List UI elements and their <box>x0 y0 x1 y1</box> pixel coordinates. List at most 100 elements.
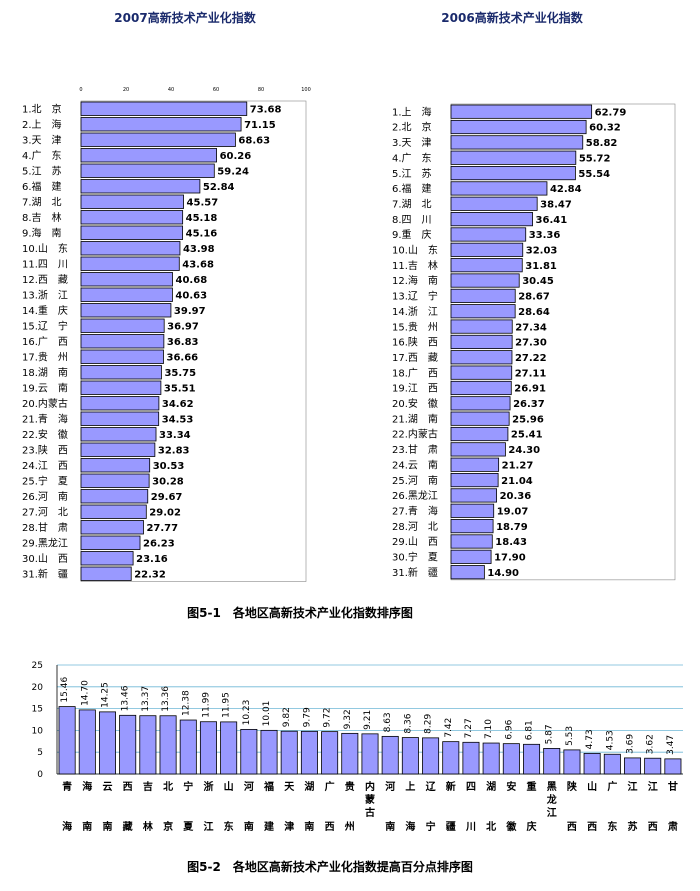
value-label: 59.24 <box>217 167 249 178</box>
value-label: 6.81 <box>525 720 535 740</box>
bar <box>450 565 485 580</box>
bar <box>450 472 499 488</box>
chart-2006-index: 2006高新技术产业化指数 62.79 1.上 海 60.32 2.北 京 58.82 3… <box>392 10 676 581</box>
value-label: 58.82 <box>586 138 618 149</box>
category-label: 26.河 南 <box>22 490 68 503</box>
bar <box>80 163 215 178</box>
category-label: 徽 <box>505 820 517 833</box>
bar <box>80 287 173 302</box>
value-label: 7.27 <box>464 718 474 738</box>
value-label: 68.63 <box>238 136 270 147</box>
value-label: 27.77 <box>146 523 178 534</box>
category-label: 广 <box>607 780 617 793</box>
category-label: 宁 <box>426 820 436 833</box>
category-label: 20.安 徽 <box>392 397 438 410</box>
bar <box>179 719 197 775</box>
chart-title-2007: 2007高新技术产业化指数 <box>114 10 256 25</box>
category-label: 川 <box>465 821 476 833</box>
bar <box>450 104 593 119</box>
value-label: 45.16 <box>186 229 218 240</box>
bar <box>450 181 548 196</box>
category-label: 5.江 苏 <box>392 167 432 180</box>
bar <box>159 715 177 775</box>
value-label: 27.11 <box>515 368 547 379</box>
category-label: 西 <box>325 821 335 833</box>
category-label: 31.新 疆 <box>392 566 438 579</box>
x-tick-label: 0 <box>79 87 82 93</box>
category-label: 17.贵 州 <box>22 351 68 364</box>
value-label: 5.53 <box>565 726 575 746</box>
bar <box>80 535 141 550</box>
category-label: 江 <box>648 780 658 793</box>
bar <box>80 194 184 209</box>
value-label: 14.90 <box>487 568 519 579</box>
category-label: 内 <box>365 780 375 793</box>
category-label: 19.云 南 <box>22 382 68 395</box>
bar <box>80 272 173 287</box>
bar <box>321 731 339 775</box>
bar <box>583 752 601 775</box>
category-label: 28.河 北 <box>392 521 438 533</box>
category-label: 西 <box>567 821 577 833</box>
category-label: 上 <box>405 780 415 793</box>
bar <box>80 117 242 132</box>
bar <box>624 757 642 775</box>
chart-title-2006: 2006高新技术产业化指数 <box>441 10 583 25</box>
category-label: 湖 <box>486 780 496 793</box>
bar <box>80 210 184 225</box>
bar <box>543 748 561 775</box>
x-tick-label: 40 <box>168 87 174 93</box>
category-label: 福 <box>263 780 274 793</box>
category-label: 东 <box>607 820 617 833</box>
category-label: 藏 <box>123 820 133 833</box>
category-label: 7.湖 北 <box>22 197 62 209</box>
value-label: 42.84 <box>550 184 582 195</box>
value-label: 9.82 <box>282 707 292 727</box>
category-label: 新 <box>446 780 456 793</box>
category-label: 24.江 西 <box>22 460 68 472</box>
category-label: 11.四 川 <box>22 260 68 271</box>
bar <box>80 566 132 581</box>
value-label: 3.47 <box>666 735 676 755</box>
category-label: 西 <box>648 821 658 833</box>
category-label: 27.青 海 <box>392 504 438 517</box>
category-label: 蒙 <box>365 793 375 806</box>
category-label: 京 <box>163 820 173 833</box>
bar <box>300 730 318 775</box>
value-label: 7.42 <box>444 718 454 738</box>
bar <box>58 706 76 775</box>
category-label: 20.内蒙古 <box>22 397 68 410</box>
bar <box>80 473 150 488</box>
category-label: 22.安 徽 <box>22 428 68 441</box>
value-label: 3.69 <box>626 734 636 754</box>
category-label: 宁 <box>183 780 193 793</box>
value-label: 45.57 <box>187 198 219 209</box>
value-label: 45.18 <box>186 213 218 224</box>
category-label: 黑 <box>547 781 557 793</box>
bar <box>450 150 577 165</box>
bar <box>450 319 513 334</box>
category-label: 山 <box>587 780 597 793</box>
value-label: 36.66 <box>166 353 198 364</box>
value-label: 25.96 <box>512 414 544 425</box>
category-label: 苏 <box>628 820 638 833</box>
category-label: 28.甘 肃 <box>22 521 68 534</box>
bar <box>280 730 298 775</box>
category-label: 30.宁 夏 <box>392 551 438 564</box>
category-label: 四 <box>466 781 476 793</box>
category-label: 辽 <box>426 781 437 793</box>
value-label: 40.68 <box>176 275 208 286</box>
chart-2007-index: 2007高新技术产业化指数 0 20 40 60 80 100 73.68 1.北 京 71.1… <box>22 10 311 582</box>
y-tick-label: 10 <box>32 726 44 736</box>
category-label: 21.青 海 <box>22 413 68 426</box>
category-label: 山 <box>224 780 234 793</box>
value-label: 33.34 <box>159 430 191 441</box>
category-label: 1.北 京 <box>22 103 62 116</box>
category-label: 西 <box>123 781 133 793</box>
bar <box>80 380 162 395</box>
category-label: 江 <box>547 806 557 819</box>
category-label: 南 <box>102 820 112 833</box>
category-label: 6.福 建 <box>22 180 62 193</box>
bar <box>450 503 495 518</box>
category-label: 广 <box>325 780 335 793</box>
